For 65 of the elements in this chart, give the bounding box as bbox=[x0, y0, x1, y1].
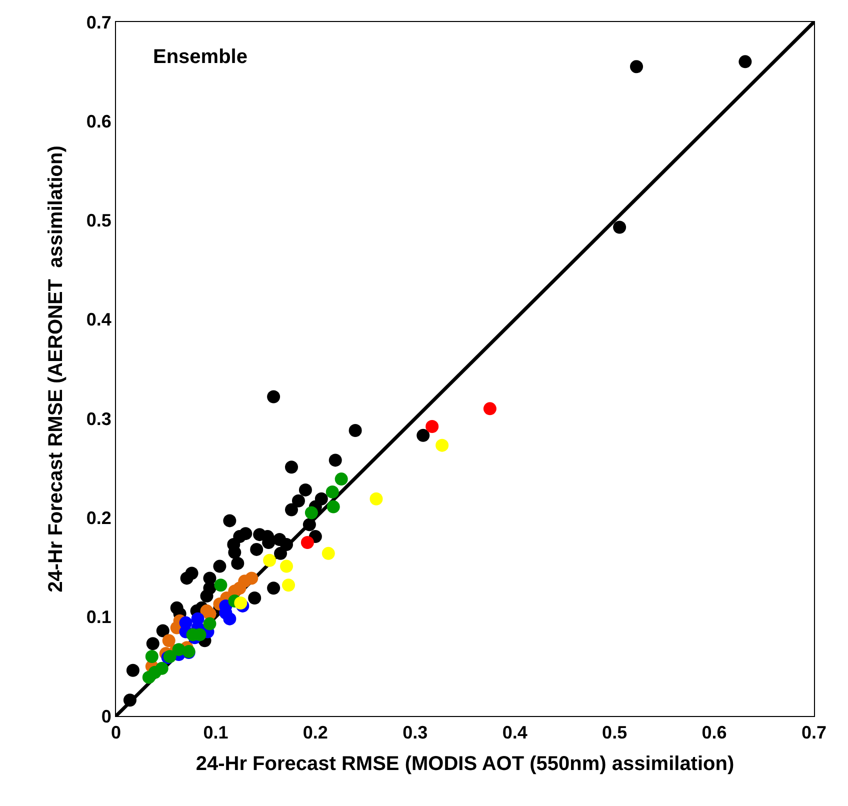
point bbox=[326, 500, 340, 514]
x-tick-label: 0.4 bbox=[502, 722, 528, 743]
point bbox=[223, 514, 236, 528]
x-tick-label: 0.6 bbox=[702, 722, 727, 743]
point bbox=[370, 492, 383, 506]
point bbox=[267, 390, 280, 404]
point bbox=[145, 650, 158, 664]
point bbox=[282, 578, 296, 592]
point bbox=[248, 592, 262, 605]
point bbox=[285, 503, 298, 516]
point bbox=[292, 494, 305, 508]
y-tick-label: 0.1 bbox=[86, 607, 112, 628]
y-tick-label: 0 bbox=[101, 706, 112, 726]
point bbox=[263, 554, 276, 567]
point bbox=[228, 546, 242, 559]
y-tick-label: 0.2 bbox=[86, 508, 112, 528]
point bbox=[162, 634, 176, 648]
point bbox=[156, 624, 170, 638]
point bbox=[630, 60, 644, 74]
point bbox=[142, 670, 156, 684]
point bbox=[416, 428, 430, 442]
y-tick-label: 0.3 bbox=[86, 408, 112, 429]
point bbox=[185, 566, 198, 580]
point bbox=[146, 637, 160, 650]
point bbox=[426, 420, 439, 433]
y-tick-label: 0.4 bbox=[86, 310, 112, 330]
point bbox=[123, 694, 136, 707]
y-tick-label: 0.5 bbox=[86, 210, 112, 231]
point bbox=[738, 55, 752, 68]
point bbox=[613, 220, 626, 234]
x-tick-label: 0.7 bbox=[801, 722, 827, 743]
point bbox=[203, 617, 216, 630]
point bbox=[274, 546, 288, 560]
point bbox=[280, 560, 294, 573]
x-tick-label: 0.3 bbox=[402, 722, 428, 743]
point bbox=[280, 538, 294, 551]
point bbox=[304, 506, 318, 520]
point bbox=[250, 542, 264, 556]
point bbox=[483, 402, 496, 416]
point bbox=[213, 560, 226, 573]
point bbox=[223, 612, 236, 626]
x-tick-label: 0.2 bbox=[302, 722, 328, 743]
x-tick-label: 0.5 bbox=[602, 722, 628, 743]
point bbox=[234, 596, 248, 610]
point bbox=[231, 556, 244, 570]
point bbox=[285, 460, 298, 474]
point bbox=[214, 578, 228, 592]
y-tick-label: 0.7 bbox=[86, 12, 112, 32]
point bbox=[200, 590, 214, 603]
y-tick-label: 0.6 bbox=[86, 111, 112, 132]
annotation: Ensemble bbox=[153, 46, 248, 68]
point bbox=[302, 518, 316, 532]
point bbox=[436, 438, 449, 452]
point bbox=[267, 582, 280, 595]
point bbox=[328, 454, 342, 467]
point bbox=[326, 485, 339, 498]
point bbox=[300, 536, 314, 549]
x-axis-title: 24-Hr Forecast RMSE (MODIS AOT (550nm) assimilation) bbox=[196, 753, 734, 776]
y-axis-title: 24-Hr Forecast RMSE (AERONET assimilation) bbox=[44, 146, 67, 592]
point bbox=[126, 664, 140, 677]
x-tick-label: 0.1 bbox=[203, 722, 228, 743]
point bbox=[348, 424, 362, 437]
point bbox=[322, 546, 335, 560]
point bbox=[298, 483, 312, 496]
point bbox=[334, 472, 348, 486]
